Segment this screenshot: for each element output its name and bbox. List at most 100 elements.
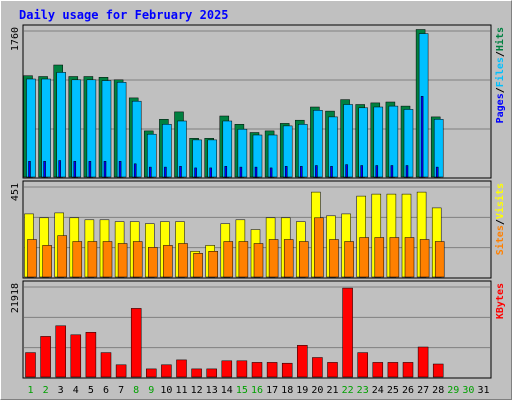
- bar-files-day-12: [192, 139, 202, 178]
- bar-sites-day-8: [132, 241, 143, 278]
- bar-sites-day-3: [57, 235, 67, 278]
- bar-sites-day-14: [223, 241, 234, 278]
- bar-sites-day-7: [117, 243, 128, 278]
- bar-pages-day-20: [315, 165, 318, 178]
- bar-kbytes-day-23: [357, 352, 368, 378]
- x-tick-label: 12: [191, 385, 203, 396]
- bar-files-day-14: [222, 120, 233, 178]
- chart-title: Daily usage for February 2025: [19, 8, 229, 22]
- bar-files-day-3: [56, 72, 66, 178]
- x-tick-label: 11: [175, 385, 187, 396]
- bar-kbytes-day-17: [266, 362, 278, 378]
- bar-pages-day-26: [405, 165, 409, 178]
- bar-files-day-18: [282, 125, 293, 178]
- bar-files-day-11: [177, 120, 187, 178]
- bar-pages-day-11: [179, 166, 182, 178]
- bar-files-day-27: [418, 33, 429, 178]
- bar-pages-day-2: [43, 161, 46, 178]
- bar-kbytes-day-15: [236, 360, 248, 378]
- bar-kbytes-day-20: [312, 357, 323, 378]
- x-tick-label: 7: [118, 385, 124, 396]
- bar-pages-day-28: [435, 166, 439, 178]
- bar-pages-day-16: [254, 166, 258, 178]
- x-tick-label: 17: [266, 385, 278, 396]
- x-tick-label: 23: [357, 385, 369, 396]
- bar-pages-day-14: [224, 166, 228, 178]
- bar-kbytes-day-10: [161, 364, 172, 378]
- bar-kbytes-day-24: [372, 362, 384, 378]
- x-tick-label: 31: [477, 385, 489, 396]
- bar-kbytes-day-14: [221, 360, 233, 378]
- bar-sites-day-15: [238, 241, 249, 278]
- bar-files-day-26: [403, 109, 414, 178]
- bar-pages-day-13: [209, 167, 212, 178]
- x-tick-label: 20: [311, 385, 323, 396]
- x-tick-label: 13: [206, 385, 218, 396]
- bar-kbytes-day-1: [25, 352, 36, 378]
- bar-files-day-28: [433, 119, 444, 178]
- bar-files-day-9: [147, 133, 157, 178]
- bar-files-day-20: [313, 110, 323, 178]
- legend-kbytes: KBytes: [495, 283, 506, 319]
- x-tick-label: 27: [417, 385, 429, 396]
- bar-sites-day-17: [268, 239, 279, 278]
- x-tick-label: 28: [432, 385, 444, 396]
- bar-kbytes-day-9: [146, 368, 157, 378]
- bar-kbytes-day-13: [206, 368, 217, 378]
- bar-files-day-21: [328, 116, 338, 178]
- y-max-label: 451: [10, 183, 21, 201]
- bar-sites-day-2: [42, 245, 52, 278]
- x-tick-label: 19: [296, 385, 308, 396]
- bar-pages-day-9: [149, 166, 152, 178]
- bar-sites-day-28: [434, 241, 445, 278]
- bar-kbytes-day-18: [281, 362, 293, 378]
- bar-sites-day-24: [374, 237, 385, 278]
- bar-sites-day-18: [283, 239, 294, 278]
- bar-files-day-19: [298, 124, 308, 178]
- bar-sites-day-4: [72, 241, 83, 278]
- x-tick-label: 8: [133, 385, 139, 396]
- bar-pages-day-15: [239, 166, 243, 178]
- bar-pages-day-8: [133, 163, 137, 178]
- bar-kbytes-day-12: [191, 368, 202, 378]
- bar-kbytes-day-22: [342, 287, 353, 378]
- legend-entry: Files: [494, 57, 506, 87]
- bar-sites-day-10: [163, 245, 173, 278]
- bar-kbytes-day-4: [70, 334, 82, 378]
- bar-pages-day-7: [118, 161, 122, 178]
- x-tick-label: 18: [281, 385, 293, 396]
- x-tick-label: 30: [462, 385, 474, 396]
- bar-pages-day-3: [58, 160, 61, 178]
- bar-files-day-4: [71, 79, 82, 178]
- bar-files-day-23: [358, 107, 368, 178]
- legend-hits-files-pages: Pages/Files/Hits: [494, 27, 506, 123]
- bar-kbytes-day-11: [176, 359, 187, 378]
- bar-pages-day-22: [345, 164, 348, 178]
- bar-files-day-16: [252, 134, 263, 178]
- bar-pages-day-23: [360, 165, 363, 178]
- x-tick-label: 9: [148, 385, 154, 396]
- x-tick-label: 4: [73, 385, 79, 396]
- bar-sites-day-19: [299, 241, 309, 278]
- bar-files-day-6: [101, 80, 112, 178]
- bar-sites-day-16: [253, 243, 264, 278]
- bar-files-day-2: [41, 78, 51, 178]
- bar-sites-day-1: [27, 239, 37, 278]
- bar-files-day-25: [388, 105, 399, 178]
- bar-kbytes-day-7: [115, 364, 127, 378]
- bar-files-day-24: [373, 106, 384, 178]
- bar-kbytes-day-27: [417, 346, 429, 378]
- bar-files-day-7: [116, 82, 127, 178]
- bar-files-day-15: [237, 128, 248, 178]
- bar-files-day-1: [26, 78, 36, 178]
- bar-files-day-5: [86, 79, 97, 178]
- x-tick-label: 24: [372, 385, 384, 396]
- legend-entry: Hits: [494, 27, 506, 51]
- x-tick-label: 10: [160, 385, 172, 396]
- bar-sites-day-27: [419, 239, 430, 278]
- y-max-label: 21918: [10, 283, 21, 313]
- legend-visits-sites: Sites/Visits: [494, 183, 506, 255]
- x-tick-label: 21: [326, 385, 338, 396]
- bar-pages-day-6: [103, 161, 107, 178]
- bar-sites-day-25: [389, 237, 400, 278]
